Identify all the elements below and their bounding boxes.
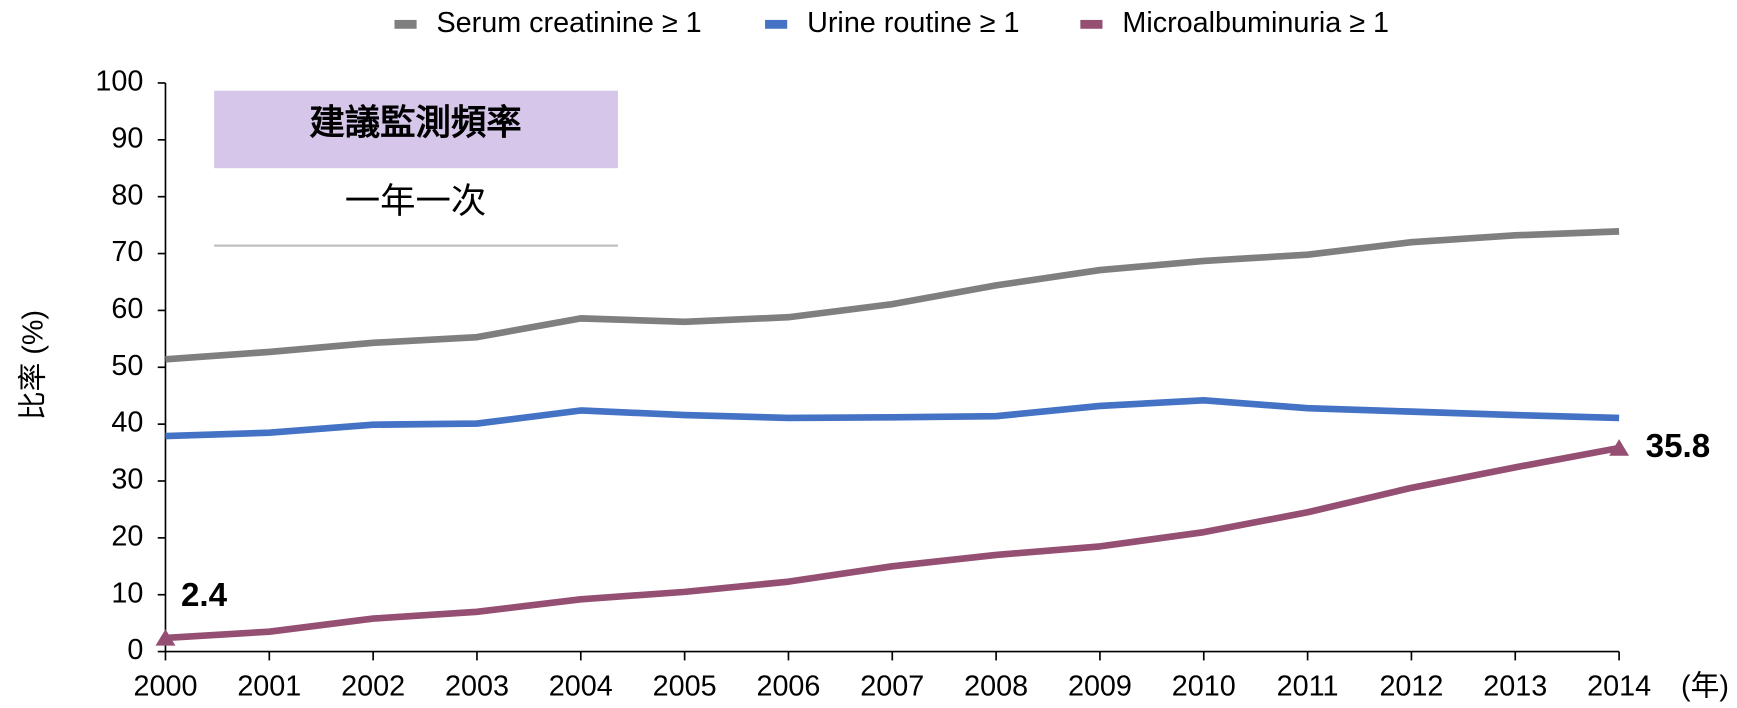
y-tick-label: 50 — [111, 350, 143, 382]
legend-label: Urine routine ≥ 1 — [807, 7, 1019, 39]
point-marker — [155, 629, 176, 646]
inset-text: 一年一次 — [345, 181, 487, 221]
x-tick-label: 2013 — [1483, 671, 1547, 703]
x-axis-label: (年) — [1681, 671, 1729, 703]
legend-label: Microalbuminuria ≥ 1 — [1122, 7, 1389, 39]
x-tick-label: 2010 — [1172, 671, 1236, 703]
x-tick-label: 2007 — [860, 671, 924, 703]
data-label: 35.8 — [1646, 428, 1711, 465]
legend-swatch — [394, 19, 417, 29]
x-tick-label: 2009 — [1068, 671, 1132, 703]
x-tick-label: 2008 — [964, 671, 1028, 703]
series-line — [165, 396, 1620, 440]
y-tick-label: 90 — [111, 122, 143, 154]
legend-swatch — [765, 19, 788, 29]
x-tick-label: 2003 — [445, 671, 509, 703]
y-tick-label: 30 — [111, 464, 143, 496]
y-tick-label: 70 — [111, 236, 143, 268]
y-tick-label: 0 — [127, 634, 143, 666]
y-axis-label: 比率 (%) — [18, 310, 50, 420]
y-tick-label: 10 — [111, 577, 143, 609]
y-tick-label: 20 — [111, 520, 143, 552]
x-tick-label: 2004 — [549, 671, 613, 703]
inset-title: 建議監測頻率 — [309, 102, 521, 142]
x-tick-label: 2002 — [341, 671, 405, 703]
x-tick-label: 2012 — [1379, 671, 1443, 703]
inset-header — [214, 90, 618, 169]
x-tick-label: 2001 — [237, 671, 301, 703]
x-tick-label: 2011 — [1277, 671, 1339, 703]
y-tick-label: 100 — [95, 66, 143, 98]
x-tick-label: 2014 — [1587, 671, 1651, 703]
y-tick-label: 40 — [111, 407, 143, 439]
legend-label: Serum creatinine ≥ 1 — [437, 7, 702, 39]
series-line — [165, 228, 1620, 363]
x-tick-label: 2005 — [653, 671, 717, 703]
data-label: 2.4 — [181, 577, 228, 614]
series-line — [165, 444, 1620, 642]
x-tick-label: 2000 — [133, 671, 197, 703]
y-tick-label: 80 — [111, 179, 143, 211]
legend-swatch — [1080, 19, 1103, 29]
y-tick-label: 60 — [111, 293, 143, 325]
x-tick-label: 2006 — [756, 671, 820, 703]
point-marker — [1609, 439, 1630, 456]
